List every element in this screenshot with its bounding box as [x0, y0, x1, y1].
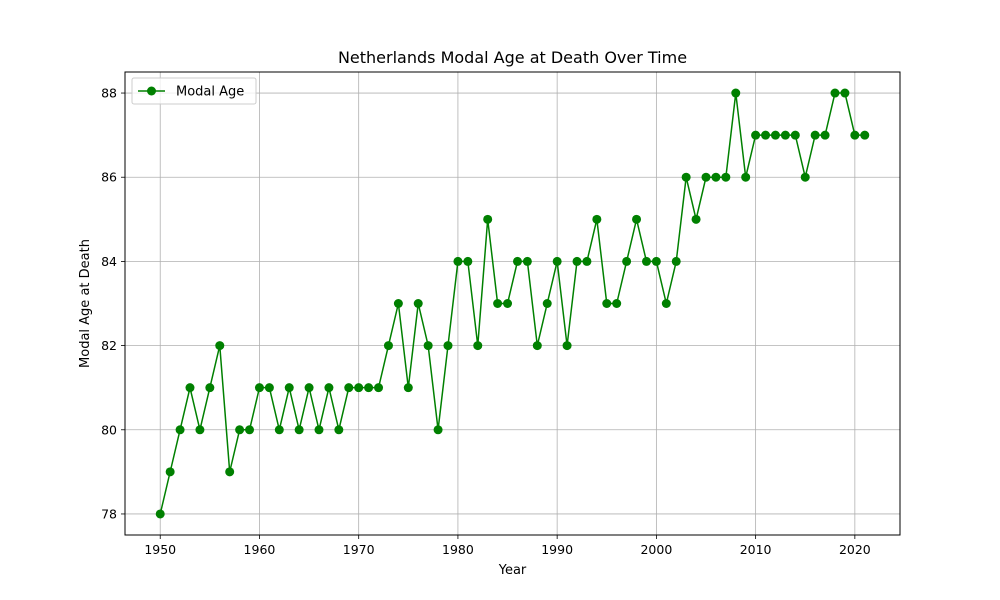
x-tick-label: 1980 [442, 542, 474, 557]
data-point [770, 130, 780, 140]
y-tick-label: 82 [101, 338, 117, 353]
data-point [741, 172, 751, 182]
data-point [632, 214, 642, 224]
data-point [433, 425, 443, 435]
data-point [165, 467, 175, 477]
data-point [334, 425, 344, 435]
chart-title: Netherlands Modal Age at Death Over Time [338, 48, 687, 67]
data-point [850, 130, 860, 140]
data-point [195, 425, 205, 435]
data-point [572, 256, 582, 266]
series-layer [155, 88, 870, 519]
y-axis-label: Modal Age at Death [78, 239, 93, 368]
data-point [473, 341, 483, 351]
data-point [374, 383, 384, 393]
y-tick-label: 88 [101, 86, 117, 101]
data-point [483, 214, 493, 224]
x-tick-label: 2000 [640, 542, 672, 557]
data-point [711, 172, 721, 182]
data-point [562, 341, 572, 351]
legend-marker [147, 86, 156, 96]
data-point [403, 383, 413, 393]
data-point [602, 299, 612, 308]
data-point [612, 299, 622, 308]
data-point [254, 383, 264, 393]
data-point [681, 172, 691, 182]
data-point [651, 256, 661, 266]
data-point [225, 467, 235, 477]
data-point [383, 341, 393, 351]
data-point [324, 383, 334, 393]
data-point [274, 425, 284, 435]
data-point [453, 256, 463, 266]
legend-label: Modal Age [176, 85, 244, 100]
data-point [840, 88, 850, 98]
series-line [159, 92, 865, 515]
data-point [860, 130, 870, 140]
data-point [443, 341, 453, 351]
y-tick-label: 78 [101, 506, 117, 521]
data-point [304, 383, 314, 393]
data-point [582, 256, 592, 266]
data-point [790, 130, 800, 140]
data-point [622, 256, 632, 266]
data-point [592, 214, 602, 224]
data-point [245, 425, 255, 435]
data-point [671, 256, 681, 266]
data-point [761, 130, 771, 140]
x-tick-label: 2020 [839, 542, 871, 557]
x-tick-label: 2010 [740, 542, 772, 557]
data-point [522, 256, 532, 266]
data-point [493, 299, 503, 308]
data-point [751, 130, 761, 140]
data-point [552, 256, 562, 266]
data-point [344, 383, 354, 393]
data-point [175, 425, 185, 435]
x-tick-label: 1970 [343, 542, 375, 557]
data-point [661, 299, 671, 308]
y-tick-label: 84 [101, 254, 117, 269]
data-point [731, 88, 741, 98]
data-point [800, 172, 810, 182]
y-tick-label: 80 [101, 422, 117, 437]
data-point [512, 256, 522, 266]
data-point [641, 256, 651, 266]
data-point [691, 214, 701, 224]
data-point [780, 130, 790, 140]
data-point [463, 256, 473, 266]
data-point [532, 341, 542, 351]
data-point [393, 299, 403, 308]
x-tick-label: 1950 [144, 542, 176, 557]
ticks: 1950 1960 1970 1980 1990 2000 2010 2020 78 80 82 84… [101, 86, 871, 557]
x-tick-label: 1960 [244, 542, 276, 557]
data-point [205, 383, 215, 393]
legend-box [131, 77, 257, 105]
data-point [542, 299, 552, 308]
y-tick-label: 86 [101, 170, 117, 185]
data-point [423, 341, 433, 351]
data-point [155, 509, 165, 519]
data-point [235, 425, 245, 435]
data-point [284, 383, 294, 393]
data-point [721, 172, 731, 182]
data-point [701, 172, 711, 182]
grid [125, 72, 900, 535]
data-point [215, 341, 225, 351]
data-point [264, 383, 274, 393]
data-point [294, 425, 304, 435]
x-tick-label: 1990 [541, 542, 573, 557]
data-point [503, 299, 513, 308]
data-point [314, 425, 324, 435]
data-point [830, 88, 840, 98]
data-point [810, 130, 820, 140]
data-point [364, 383, 374, 393]
data-point [354, 383, 364, 393]
data-point [820, 130, 830, 140]
x-axis-label: Year [498, 563, 527, 578]
data-point [185, 383, 195, 393]
data-point [413, 299, 423, 308]
legend: Modal Age [131, 77, 257, 105]
plot-frame [124, 71, 901, 536]
